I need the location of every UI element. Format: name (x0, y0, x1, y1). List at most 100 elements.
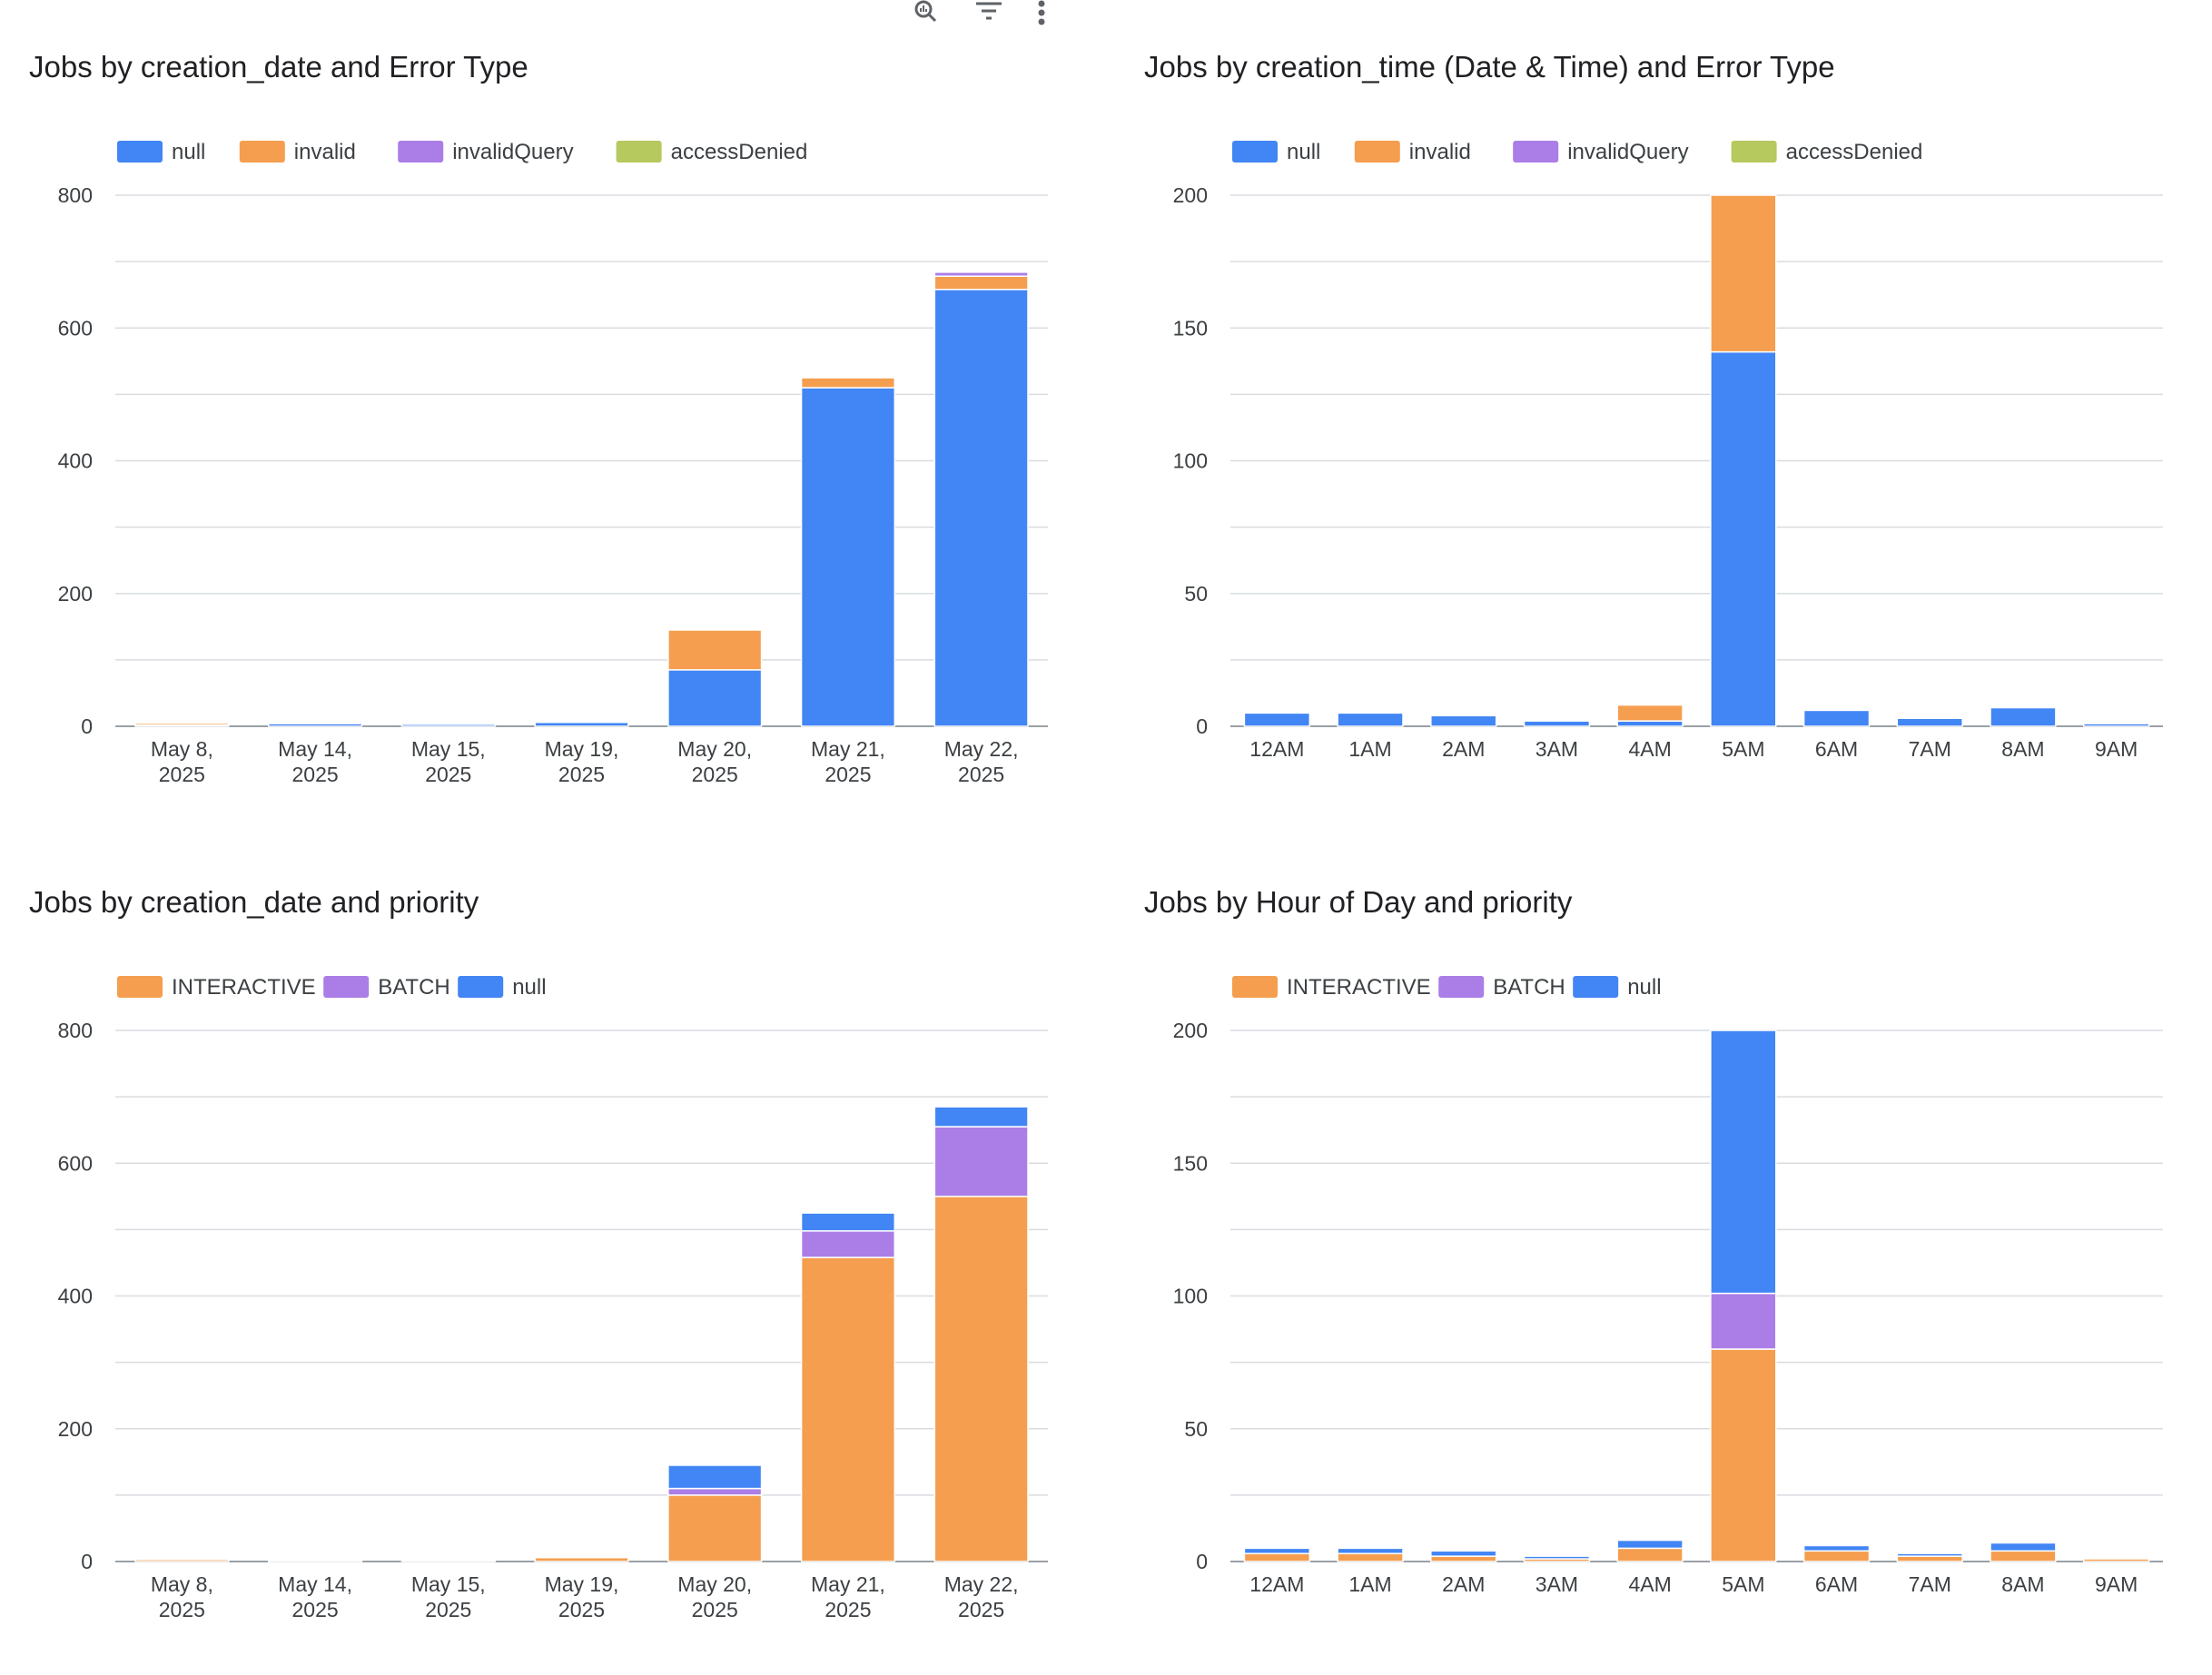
bar-segment (267, 723, 363, 727)
bar-segment (267, 1558, 363, 1562)
x-tick-label-line: 8AM (2001, 737, 2044, 761)
legend-label: null (512, 975, 546, 1000)
bar-segment (1710, 350, 1777, 727)
y-tick-label: 0 (81, 1550, 93, 1573)
bar-segment (1896, 717, 1963, 727)
x-tick-label-line: 6AM (1815, 737, 1858, 761)
x-tick-label: May 8, 2025 (151, 1572, 213, 1621)
bar-segment (667, 629, 763, 671)
y-tick-label: 200 (1173, 1019, 1208, 1042)
bar-segment (667, 1494, 763, 1562)
legend-swatch (1354, 141, 1400, 163)
x-tick-label: May 21, 2025 (811, 1572, 885, 1621)
x-tick-label: May 20, 2025 (677, 737, 752, 786)
y-tick-label: 50 (1184, 582, 1208, 606)
legend-swatch (323, 976, 370, 998)
bar-segment (1710, 1030, 1777, 1295)
bar-segment (667, 1487, 763, 1496)
bar-chart: null invalid invalidQuery accessDenied 0 50 10… (1173, 140, 2163, 761)
y-tick-label: 800 (58, 183, 93, 207)
legend-swatch (1438, 976, 1485, 998)
bar-segment (667, 669, 763, 727)
y-tick-label: 150 (1173, 1151, 1208, 1175)
bar-segment (134, 721, 230, 724)
chart-panel-priority-by-hour: Jobs by Hour of Day and priority INTERAC… (1144, 885, 2197, 1675)
x-tick-label: May 15, 2025 (411, 737, 486, 786)
bar-segment (1802, 1550, 1871, 1562)
x-tick-label-line: 2025 (425, 763, 471, 786)
zoom-chart-icon[interactable] (912, 0, 939, 32)
bar-segment (1616, 720, 1684, 727)
bar-segment (1710, 1292, 1777, 1350)
bar-segment (1337, 1547, 1404, 1554)
x-tick-label: 2AM (1442, 737, 1485, 761)
bar-segment (1802, 709, 1871, 727)
legend-label: invalid (294, 140, 356, 164)
x-tick-label-line: 2025 (825, 763, 871, 786)
x-tick-label: May 20, 2025 (677, 1572, 752, 1621)
x-tick-label-line: 7AM (1909, 1572, 1951, 1596)
legend-label: accessDenied (671, 140, 808, 164)
legend-swatch (1573, 976, 1619, 998)
bar-segment (1430, 1550, 1497, 1557)
bar-segment (1337, 712, 1404, 727)
x-tick-label-line: 2025 (558, 763, 605, 786)
x-tick-label-line: May 8, (151, 1572, 213, 1596)
bar-segment (534, 718, 629, 722)
x-tick-label-line: May 14, (278, 1572, 352, 1596)
x-tick-label-line: 2AM (1442, 1572, 1485, 1596)
chart-title: Jobs by creation_date and Error Type (29, 50, 528, 84)
bar-segment (1243, 1547, 1311, 1554)
x-tick-label: 2AM (1442, 1572, 1485, 1596)
x-tick-label-line: 6AM (1815, 1572, 1858, 1596)
legend-swatch (458, 976, 504, 998)
x-tick-label-line: May 22, (944, 737, 1019, 761)
x-tick-label: 7AM (1909, 1572, 1951, 1596)
x-tick-label: May 19, 2025 (545, 737, 619, 786)
x-tick-label-line: May 15, (411, 1572, 486, 1596)
bar-segment (1710, 1348, 1777, 1562)
bar-segment (1523, 1555, 1591, 1560)
x-tick-label-line: 3AM (1536, 737, 1578, 761)
x-tick-label: 3AM (1536, 737, 1578, 761)
bar-segment (1243, 712, 1311, 727)
x-tick-label: 8AM (2001, 1572, 2044, 1596)
chart-title: Jobs by creation_time (Date & Time) and … (1144, 50, 1835, 84)
x-tick-label-line: May 19, (545, 737, 619, 761)
y-tick-label: 200 (1173, 183, 1208, 207)
x-tick-label: 3AM (1536, 1572, 1578, 1596)
x-tick-label: 8AM (2001, 737, 2044, 761)
x-tick-label-line: May 21, (811, 1572, 885, 1596)
chart-toolbar (890, 0, 1071, 27)
y-tick-label: 400 (58, 449, 93, 473)
bar-segment (800, 1230, 896, 1258)
x-tick-label-line: 2025 (558, 1598, 605, 1621)
y-tick-label: 150 (1173, 316, 1208, 340)
chart-panel-error-by-time: Jobs by creation_time (Date & Time) and … (1144, 50, 2197, 840)
bar-segment (1896, 1555, 1963, 1562)
x-tick-label-line: 2AM (1442, 737, 1485, 761)
legend-swatch (1513, 141, 1559, 163)
legend-swatch (616, 141, 662, 163)
more-vert-icon[interactable] (1035, 0, 1048, 32)
x-tick-label: May 14, 2025 (278, 737, 352, 786)
bar-segment (400, 1559, 496, 1562)
y-tick-label: 0 (1196, 1550, 1208, 1573)
x-tick-label: 4AM (1629, 737, 1672, 761)
legend-swatch (1232, 976, 1278, 998)
bar-segment (134, 1557, 230, 1561)
y-tick-label: 400 (58, 1285, 93, 1308)
legend-label: accessDenied (1786, 140, 1923, 164)
x-tick-label-line: May 20, (677, 737, 752, 761)
x-tick-label-line: 2025 (958, 763, 1004, 786)
x-tick-label: 5AM (1722, 737, 1764, 761)
x-tick-label-line: 8AM (2001, 1572, 2044, 1596)
legend-label: INTERACTIVE (1287, 975, 1431, 1000)
bar-segment (2082, 723, 2150, 727)
y-tick-label: 800 (58, 1019, 93, 1042)
legend-label: invalidQuery (1567, 140, 1688, 164)
filter-icon[interactable] (973, 0, 1004, 32)
x-tick-label: 9AM (2095, 1572, 2138, 1596)
x-tick-label-line: May 20, (677, 1572, 752, 1596)
x-tick-label: May 22, 2025 (944, 737, 1019, 786)
